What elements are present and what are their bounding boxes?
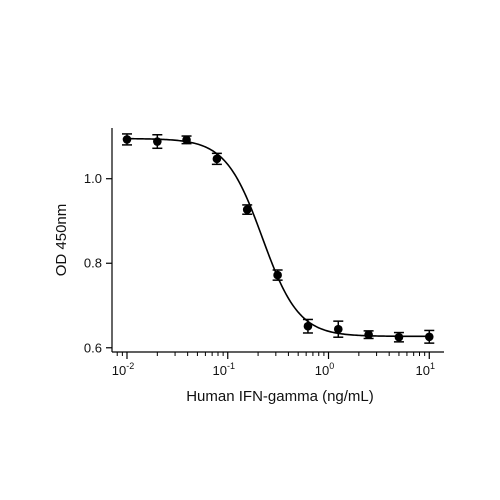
data-point-group <box>121 133 132 146</box>
data-point-group <box>333 320 344 338</box>
data-point <box>182 135 191 145</box>
data-point-group <box>242 204 253 215</box>
data-point <box>153 137 162 146</box>
x-tick-label: 100 <box>315 361 334 378</box>
x-tick-label: 10-1 <box>213 361 235 378</box>
data-point <box>273 270 282 280</box>
data-point-group <box>272 269 283 281</box>
x-tick-label: 101 <box>416 361 435 378</box>
data-point <box>333 324 343 334</box>
y-tick-label: 1.0 <box>84 171 102 186</box>
fit-curve <box>124 137 432 338</box>
y-tick-label: 0.8 <box>84 256 102 271</box>
data-point-group <box>152 134 163 150</box>
y-axis-title: OD 450nm <box>53 204 70 277</box>
data-point <box>212 154 222 164</box>
data-points-layer <box>121 133 435 344</box>
data-point-group <box>302 318 313 334</box>
x-tick-label: 10-2 <box>112 361 134 378</box>
data-point-group <box>363 330 374 340</box>
x-axis-title: Human IFN-gamma (ng/mL) <box>186 388 374 405</box>
data-point <box>303 321 313 331</box>
axis-ticks: 0.6 0.8 1.0 10-2 10-1 100 101 <box>84 171 435 378</box>
data-point-group <box>424 329 435 344</box>
axes <box>111 128 444 353</box>
data-point-group <box>393 331 404 343</box>
y-tick-label: 0.6 <box>84 340 102 355</box>
data-point <box>364 330 373 339</box>
data-point <box>424 332 434 342</box>
data-point <box>394 332 404 342</box>
data-point-group <box>181 135 192 145</box>
data-point <box>242 205 252 214</box>
data-point <box>122 135 132 144</box>
fit-curve-layer <box>124 137 432 338</box>
data-point-group <box>211 152 222 166</box>
